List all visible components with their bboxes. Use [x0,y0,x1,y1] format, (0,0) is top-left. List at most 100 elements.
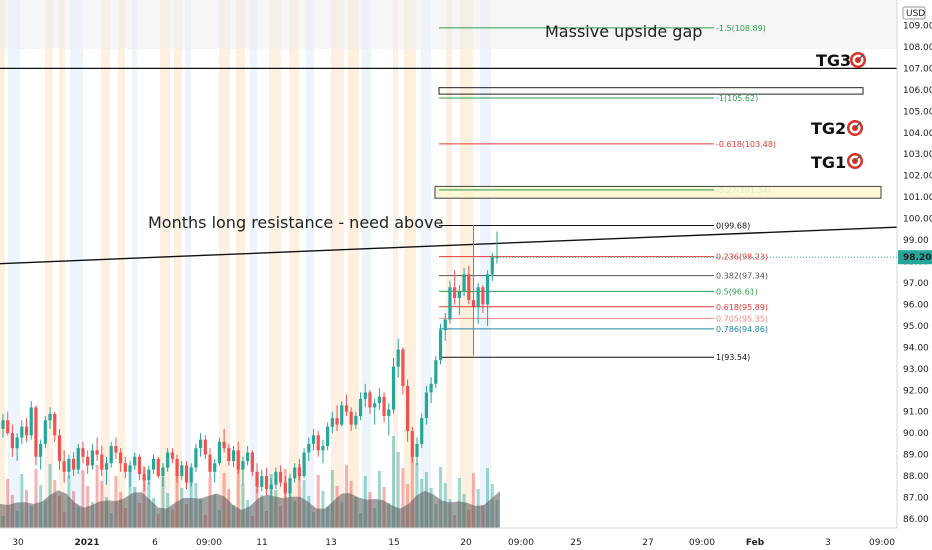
candle-body [29,407,33,436]
candle-body [420,418,424,444]
volume-bar [175,472,179,528]
y-tick-label: 100.00 [903,215,932,225]
candle [57,428,62,470]
candle-body [424,392,429,419]
currency-box [902,6,926,20]
candle [86,450,90,474]
session-stripe [101,0,110,528]
candle [29,400,33,440]
candle [288,473,292,498]
candle [424,385,429,425]
candle [443,313,447,341]
resistance-trendline [0,226,898,265]
candle-body [90,450,94,466]
candle [227,443,231,466]
candle-body [302,452,306,477]
candle [321,439,325,464]
candle [467,265,471,305]
candle-body [415,443,419,457]
candle-body [264,476,269,489]
candle [401,347,405,395]
candle [184,461,189,489]
session-stripe [45,0,53,528]
candle-body [278,471,283,483]
target-dart [857,53,865,61]
candle [283,476,287,502]
candle-body [161,467,165,477]
session-stripe [497,0,506,528]
candle [438,323,443,365]
y-tick-label: 96.00 [903,300,929,310]
candle [278,465,283,487]
candle [231,446,236,468]
candle [156,456,160,479]
candle [382,392,386,423]
candle-body [142,473,146,481]
candle-body [34,407,38,457]
y-tick-label: 90.00 [903,429,929,439]
resistance-annotation: Months long resistance - need above [148,213,443,232]
candle [495,231,499,264]
candle-body [86,456,90,466]
y-tick-label: 95.00 [903,322,929,332]
candle [316,431,320,457]
candle-body [326,426,330,447]
candle [10,424,15,457]
session-stripe [143,0,155,528]
candle-body [316,435,320,451]
volume-bar [161,477,165,528]
candle-body [81,448,85,457]
candle [406,379,410,442]
session-stripe [118,0,125,528]
candle-body [358,398,363,416]
y-tick-label: 88.00 [903,472,929,482]
candle-body [241,461,245,470]
candle [358,392,363,421]
candle [71,452,76,477]
x-tick-label: Feb [746,538,765,548]
fib-label: -0.618(103.48) [716,140,776,149]
target-icon [850,52,866,68]
candle [307,437,311,462]
candle [448,280,452,324]
volume-bar [439,467,443,528]
y-tick-label: 97.00 [903,279,929,289]
candle [20,420,24,444]
candle [377,388,381,410]
candle-body [6,420,10,434]
candle [457,285,461,316]
candle-body [354,416,358,425]
candle [24,418,29,442]
candle [137,454,142,481]
candle-body [429,383,433,393]
candle-body [137,456,142,474]
session-stripe [393,0,398,528]
candle-body [443,319,447,331]
candle-body [438,330,443,361]
candle-body [15,437,19,449]
candle [15,433,19,462]
fib-label: 0.786(94.86) [716,325,768,334]
candle [269,478,273,500]
x-tick-label: 30 [12,538,24,548]
session-stripe [435,0,443,528]
candle [76,443,80,474]
candle-body [368,392,372,408]
tg1-label: TG1 [811,153,846,172]
session-stripe [331,0,344,528]
candle [217,437,222,466]
candle-body [114,446,118,453]
candle-body [104,463,109,470]
session-stripe [480,0,491,528]
candle [48,407,52,429]
candle-body [467,274,471,301]
candle-body [288,478,292,494]
candle [344,394,349,416]
candlesticks [1,225,499,502]
candle [175,454,179,483]
candle [213,458,217,483]
candle-body [180,465,184,477]
x-tick-label: 11 [256,538,267,548]
volume-bar [20,474,24,528]
